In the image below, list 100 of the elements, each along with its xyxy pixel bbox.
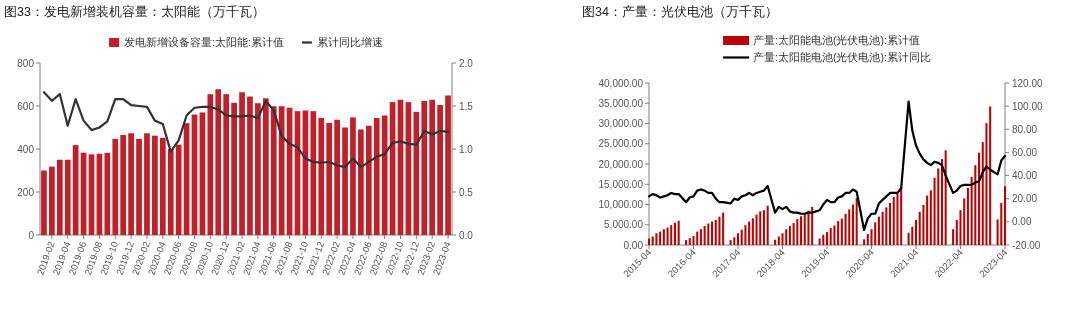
bar [159, 137, 166, 235]
bar [223, 94, 230, 235]
y2-tick-label: 40.00 [1012, 170, 1038, 182]
bar [445, 95, 451, 235]
bar [278, 106, 285, 235]
bar [718, 216, 721, 245]
bar [885, 207, 888, 245]
bar [707, 223, 710, 245]
y2-tick-label: 60.00 [1012, 146, 1038, 158]
bar [358, 129, 364, 235]
bar [889, 202, 892, 245]
bar [231, 102, 237, 235]
bar [985, 123, 988, 245]
bar [796, 219, 799, 245]
bar [781, 233, 784, 245]
bar [922, 204, 925, 245]
bar [711, 221, 714, 245]
bar [952, 229, 955, 245]
bar [655, 233, 658, 245]
bar [310, 111, 317, 235]
bar [373, 118, 380, 235]
y-tick-label: 0.00 [623, 239, 644, 251]
y-tick-label: 800 [17, 57, 35, 69]
y-tick-label: 25,000.00 [598, 138, 644, 150]
bar [818, 238, 821, 245]
line-series [42, 91, 450, 169]
bar [792, 223, 795, 245]
bar [785, 229, 788, 245]
y2-tick-label: 80.00 [1012, 123, 1038, 135]
bar [651, 236, 654, 245]
y-tick-label: 40,000.00 [598, 77, 644, 89]
bar [365, 125, 372, 235]
bar [247, 96, 253, 235]
bar [49, 166, 55, 235]
bar [892, 196, 895, 245]
bar [762, 210, 765, 245]
y2-tick-label: 0.5 [459, 186, 474, 198]
y-tick-label: 5,000.00 [604, 219, 644, 231]
bar [881, 211, 884, 245]
bar [239, 92, 245, 235]
bar [851, 204, 854, 245]
bar [963, 198, 966, 245]
bar [334, 119, 340, 235]
legend-label: 产量:太阳能电池(光伏电池):累计同比 [753, 51, 931, 63]
y2-tick-label: 2.0 [459, 57, 474, 69]
bar [777, 236, 780, 245]
bar [152, 135, 158, 235]
bar [911, 226, 914, 245]
bar [673, 222, 676, 245]
legend-label: 产量:太阳能电池(光伏电池):累计值 [753, 34, 920, 46]
bar [72, 145, 79, 235]
bar [207, 94, 214, 235]
bar [774, 239, 777, 245]
bar [788, 225, 791, 245]
bar [896, 193, 899, 245]
bar [41, 170, 47, 235]
bar [104, 152, 111, 235]
bar [807, 210, 810, 245]
bar [56, 159, 63, 235]
y2-tick-label: 1.0 [459, 143, 474, 155]
bar [748, 221, 751, 245]
bar [829, 227, 832, 245]
bar [696, 231, 699, 245]
bar [685, 240, 688, 245]
bar [666, 227, 669, 245]
bar [175, 144, 182, 235]
y-tick-label: 20,000.00 [598, 158, 644, 170]
bar [744, 225, 747, 245]
bar [840, 218, 843, 245]
bar [699, 229, 702, 245]
bar [863, 239, 866, 245]
bar [966, 187, 969, 245]
bar [255, 103, 261, 235]
bar [1000, 202, 1003, 245]
y-tick-label: 10,000.00 [598, 199, 644, 210]
bar [688, 238, 691, 245]
bar [136, 138, 142, 235]
bar [326, 122, 333, 235]
bar [692, 236, 695, 245]
bar [215, 89, 222, 235]
y-tick-label: 15,000.00 [598, 178, 644, 190]
bar [855, 198, 858, 245]
line-series [647, 100, 1007, 232]
bar [722, 212, 725, 245]
bar [413, 111, 420, 235]
bar [759, 211, 762, 245]
bar [421, 100, 428, 235]
y-tick-label: 400 [17, 143, 35, 155]
bar [318, 118, 325, 235]
bar [900, 188, 903, 245]
bar [703, 225, 706, 245]
bar [740, 229, 743, 245]
bar [262, 98, 269, 235]
y-tick-label: 600 [17, 100, 35, 112]
bar [733, 237, 736, 245]
bar [729, 240, 732, 245]
bar [437, 104, 443, 235]
y-tick-label: 35,000.00 [598, 97, 644, 109]
bar [811, 206, 814, 245]
bar [270, 106, 277, 235]
